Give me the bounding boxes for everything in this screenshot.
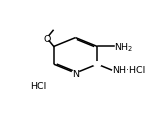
Text: HCl: HCl xyxy=(30,81,46,90)
Text: NH·HCl: NH·HCl xyxy=(112,66,145,75)
Text: O: O xyxy=(43,34,51,43)
Circle shape xyxy=(72,71,79,76)
Circle shape xyxy=(44,37,50,41)
Circle shape xyxy=(95,63,100,66)
Text: N: N xyxy=(72,69,79,78)
Circle shape xyxy=(94,62,101,67)
Text: NH$_2$: NH$_2$ xyxy=(114,41,134,53)
